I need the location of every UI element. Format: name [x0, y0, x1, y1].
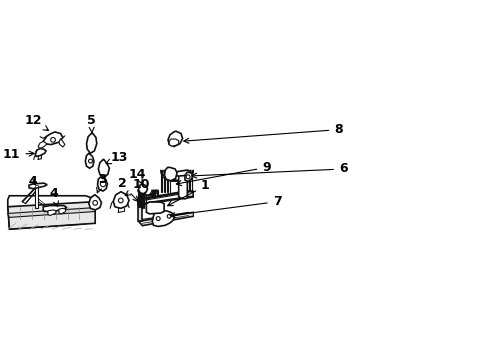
Polygon shape [48, 210, 56, 215]
Polygon shape [98, 177, 107, 191]
Polygon shape [43, 132, 63, 145]
Text: 1: 1 [168, 179, 210, 206]
Text: 13: 13 [106, 151, 127, 164]
Polygon shape [59, 208, 66, 214]
Polygon shape [165, 167, 177, 181]
Text: 3: 3 [97, 173, 107, 193]
Circle shape [186, 175, 190, 179]
Text: 5: 5 [87, 114, 96, 132]
Polygon shape [8, 196, 95, 207]
Polygon shape [113, 192, 129, 208]
Polygon shape [139, 212, 194, 226]
Text: 6: 6 [192, 162, 347, 178]
Text: 4: 4 [49, 187, 58, 206]
Circle shape [156, 217, 160, 221]
Polygon shape [35, 186, 39, 208]
Polygon shape [87, 134, 97, 153]
Text: 11: 11 [3, 148, 34, 161]
Circle shape [50, 138, 55, 142]
Polygon shape [29, 183, 47, 189]
Polygon shape [89, 195, 101, 210]
Polygon shape [147, 202, 164, 214]
Text: 14: 14 [129, 168, 147, 184]
Text: 7: 7 [170, 195, 281, 217]
Polygon shape [175, 170, 191, 176]
Circle shape [167, 214, 171, 218]
Text: 12: 12 [24, 114, 49, 131]
Polygon shape [169, 139, 179, 146]
Polygon shape [152, 211, 174, 226]
Polygon shape [139, 191, 194, 204]
Polygon shape [35, 149, 46, 156]
Text: 9: 9 [176, 161, 271, 185]
Polygon shape [139, 184, 147, 194]
Polygon shape [98, 159, 109, 177]
Polygon shape [185, 172, 193, 181]
Text: 2: 2 [118, 177, 138, 202]
Polygon shape [8, 202, 95, 229]
Polygon shape [179, 171, 187, 199]
Polygon shape [38, 141, 47, 149]
Text: 8: 8 [184, 123, 343, 143]
Text: 10: 10 [125, 178, 150, 195]
Circle shape [119, 198, 123, 203]
Polygon shape [43, 206, 67, 212]
Polygon shape [59, 139, 65, 147]
Polygon shape [35, 185, 39, 188]
Text: 4: 4 [28, 175, 37, 189]
Polygon shape [8, 208, 95, 217]
Circle shape [93, 201, 98, 205]
Polygon shape [139, 199, 143, 221]
Circle shape [89, 159, 93, 163]
Polygon shape [168, 131, 183, 147]
Circle shape [100, 181, 106, 187]
Polygon shape [85, 153, 94, 168]
